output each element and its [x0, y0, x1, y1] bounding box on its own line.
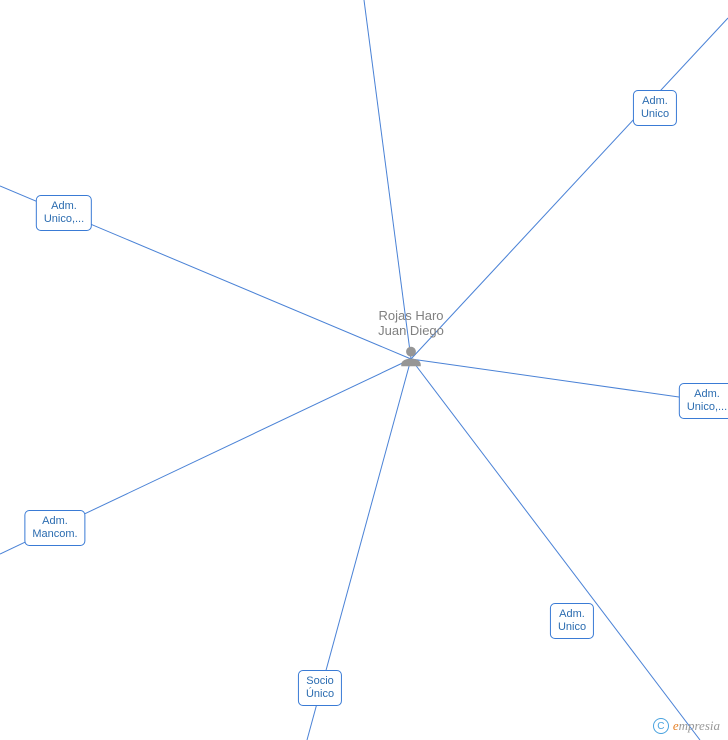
graph-node[interactable]: Adm.Unico [550, 603, 594, 639]
graph-edges [0, 0, 728, 740]
center-label-line2: Juan Diego [378, 323, 444, 338]
copyright-icon: C [653, 718, 669, 734]
center-person-label: Rojas Haro Juan Diego [378, 308, 444, 338]
center-label-line1: Rojas Haro [378, 308, 443, 323]
graph-node[interactable]: Adm.Unico [633, 90, 677, 126]
node-label-line2: Unico,... [687, 401, 727, 413]
brand-name: empresia [673, 718, 720, 734]
node-label-line2: Mancom. [32, 528, 77, 540]
graph-node[interactable]: SocioÚnico [298, 670, 342, 706]
node-label-line1: Adm. [559, 608, 585, 620]
node-label-line2: Unico [641, 108, 669, 120]
person-icon [398, 344, 424, 375]
node-label-line1: Adm. [51, 200, 77, 212]
graph-node[interactable]: Adm.Mancom. [24, 510, 85, 546]
watermark: C empresia [653, 718, 720, 734]
node-label-line1: Socio [306, 675, 334, 687]
node-label-line2: Único [306, 688, 334, 700]
node-label-line2: Unico,... [44, 213, 84, 225]
node-label-line1: Adm. [694, 388, 720, 400]
node-label-line2: Unico [558, 621, 586, 633]
graph-node[interactable]: Adm.Unico,... [36, 195, 92, 231]
graph-node[interactable]: Adm.Unico,... [679, 383, 728, 419]
node-label-line1: Adm. [642, 95, 668, 107]
node-label-line1: Adm. [42, 515, 68, 527]
